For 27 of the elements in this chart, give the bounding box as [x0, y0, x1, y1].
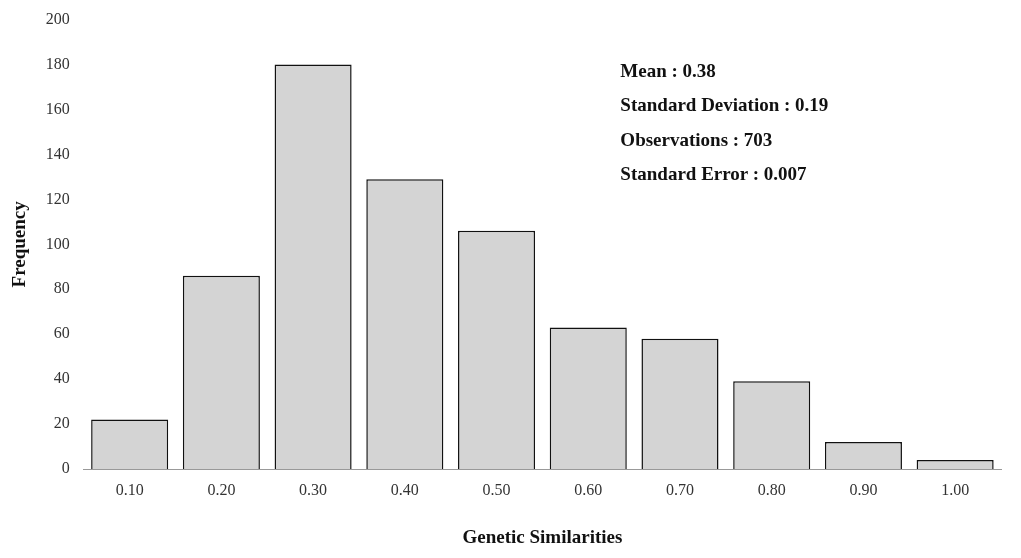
x-tick-label: 0.40 [390, 480, 419, 498]
y-axis-title: Frequency [8, 200, 30, 288]
annotation: Standard Deviation : 0.19 [620, 94, 829, 116]
y-tick-label: 0 [61, 459, 70, 477]
x-tick-label: 1.00 [941, 480, 970, 498]
annotation: Observations : 703 [620, 128, 773, 150]
x-tick-label: 0.90 [849, 480, 878, 498]
x-tick-label: 0.80 [757, 480, 786, 498]
y-tick-label: 20 [53, 414, 70, 432]
y-tick-label: 100 [45, 234, 70, 252]
y-tick-label: 160 [45, 99, 70, 117]
y-tick-label: 180 [45, 54, 70, 72]
y-tick-label: 120 [45, 189, 70, 207]
x-tick-label: 0.20 [207, 480, 236, 498]
y-tick-label: 60 [53, 324, 70, 342]
annotation: Standard Error : 0.007 [620, 163, 807, 185]
y-tick-label: 80 [53, 279, 70, 297]
x-tick-label: 0.70 [665, 480, 694, 498]
x-tick-label: 0.30 [299, 480, 328, 498]
y-tick-label: 200 [45, 9, 70, 27]
y-tick-label: 140 [45, 144, 70, 162]
x-axis-title: Genetic Similarities [462, 525, 623, 547]
x-tick-label: 0.50 [482, 480, 511, 498]
annotation: Mean : 0.38 [620, 59, 716, 81]
x-tick-label: 0.10 [115, 480, 144, 498]
x-tick-label: 0.60 [574, 480, 603, 498]
y-tick-label: 40 [53, 369, 70, 387]
